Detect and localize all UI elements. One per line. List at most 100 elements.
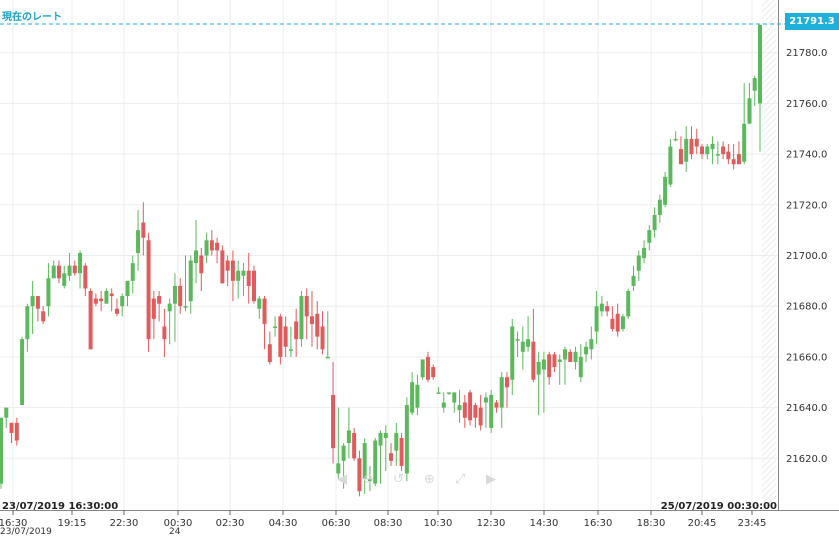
hatch-line (761, 417, 777, 433)
candle-body (626, 290, 631, 317)
candle-body (367, 478, 372, 482)
hatch-line (761, 123, 777, 139)
hatch-line (761, 0, 769, 7)
candle-body (267, 344, 272, 362)
hatch-line (761, 165, 777, 181)
hatch-line (761, 255, 777, 271)
candle-body (215, 242, 220, 251)
y-tick-label: 21640.0 (786, 403, 827, 414)
candle-body (136, 230, 141, 253)
candle-body (705, 146, 710, 155)
candle-body (415, 384, 420, 408)
candle-body (394, 432, 399, 451)
candle-body (309, 316, 314, 324)
hatch-line (761, 309, 777, 325)
y-tick-label: 21740.0 (786, 150, 827, 161)
candle-body (331, 394, 336, 449)
candle-body (125, 280, 130, 297)
hatch-line (761, 9, 777, 25)
x-tick-label: 00:30 (164, 518, 193, 529)
candle-body (141, 222, 146, 238)
candle-body (578, 356, 583, 378)
hatch-line (761, 27, 777, 43)
fit-icon[interactable]: ⤢ (455, 472, 466, 487)
hatch-line (761, 477, 777, 493)
hatch-line (761, 447, 777, 463)
candle-body (315, 313, 320, 337)
y-tick-label: 21680.0 (786, 302, 827, 313)
hatch-line (761, 435, 777, 451)
hatch-line (761, 195, 777, 211)
hatch-line (761, 81, 777, 97)
candle-body (83, 265, 88, 289)
candle-body (420, 359, 425, 378)
hatch-line (761, 495, 777, 511)
x-tick-label: 23:45 (738, 518, 767, 529)
chevron-left-icon[interactable]: ◀ (337, 472, 347, 487)
candle-body (157, 296, 162, 304)
hatch-line (761, 117, 777, 133)
hatch-line (761, 285, 777, 301)
candle-body (172, 285, 177, 304)
candle-body (636, 255, 641, 271)
candle-body (589, 339, 594, 350)
hatch-line (761, 105, 777, 121)
candle-body (568, 351, 573, 362)
candle-body (252, 270, 256, 302)
zoom-in-icon[interactable]: ⊕ (424, 472, 435, 487)
candle-body (257, 298, 262, 309)
candle-body (536, 361, 541, 375)
candle-body (631, 275, 636, 286)
candle-body (557, 359, 562, 362)
candle-body (0, 417, 3, 484)
hatch-line (761, 303, 777, 319)
candle-body (594, 306, 599, 332)
hatch-line (761, 0, 775, 13)
hatch-line (761, 51, 777, 67)
candle-body (241, 270, 246, 276)
hatch-line (761, 351, 777, 367)
hatch-line (761, 75, 777, 91)
candle-body (183, 306, 188, 308)
candle-body (346, 430, 351, 444)
candle-body (236, 270, 241, 281)
candle-body (151, 298, 156, 319)
hatch-line (761, 387, 777, 403)
candle-body (341, 445, 346, 461)
hatch-line (761, 129, 777, 145)
hatch-line (761, 327, 777, 343)
candle-body (673, 138, 678, 141)
hatch-line (761, 441, 777, 457)
chevron-right-icon[interactable]: ▶ (486, 472, 496, 487)
x-tick-label: 16:30 (584, 518, 613, 529)
candle-body (225, 260, 230, 271)
candle-body (51, 265, 56, 279)
hatch-line (761, 231, 777, 247)
candle-body (726, 151, 731, 160)
candle-body (283, 326, 288, 347)
candle-body (610, 318, 615, 330)
hatch-line (761, 339, 777, 355)
hatch-line (761, 87, 777, 103)
candle-body (652, 214, 657, 231)
hatch-line (761, 69, 777, 85)
candle-body (220, 250, 225, 284)
hatch-line (761, 171, 777, 187)
candle-body (278, 316, 283, 357)
hatch-line (761, 375, 777, 391)
hatch-line (761, 483, 777, 499)
x-tick-label: 02:30 (216, 518, 245, 529)
reset-icon[interactable]: ↺ (393, 472, 404, 487)
zoom-out-icon[interactable]: ⊖ (363, 472, 374, 487)
candle-body (93, 298, 98, 304)
candle-body (663, 176, 668, 205)
current-rate-label: 現在のレート (2, 12, 62, 23)
candle-body (541, 359, 546, 370)
hatch-line (761, 291, 777, 307)
hatch-line (761, 57, 777, 73)
hatch-line (761, 243, 777, 259)
candle-body (67, 265, 72, 276)
candle-body (678, 149, 683, 165)
candle-body (752, 78, 757, 91)
